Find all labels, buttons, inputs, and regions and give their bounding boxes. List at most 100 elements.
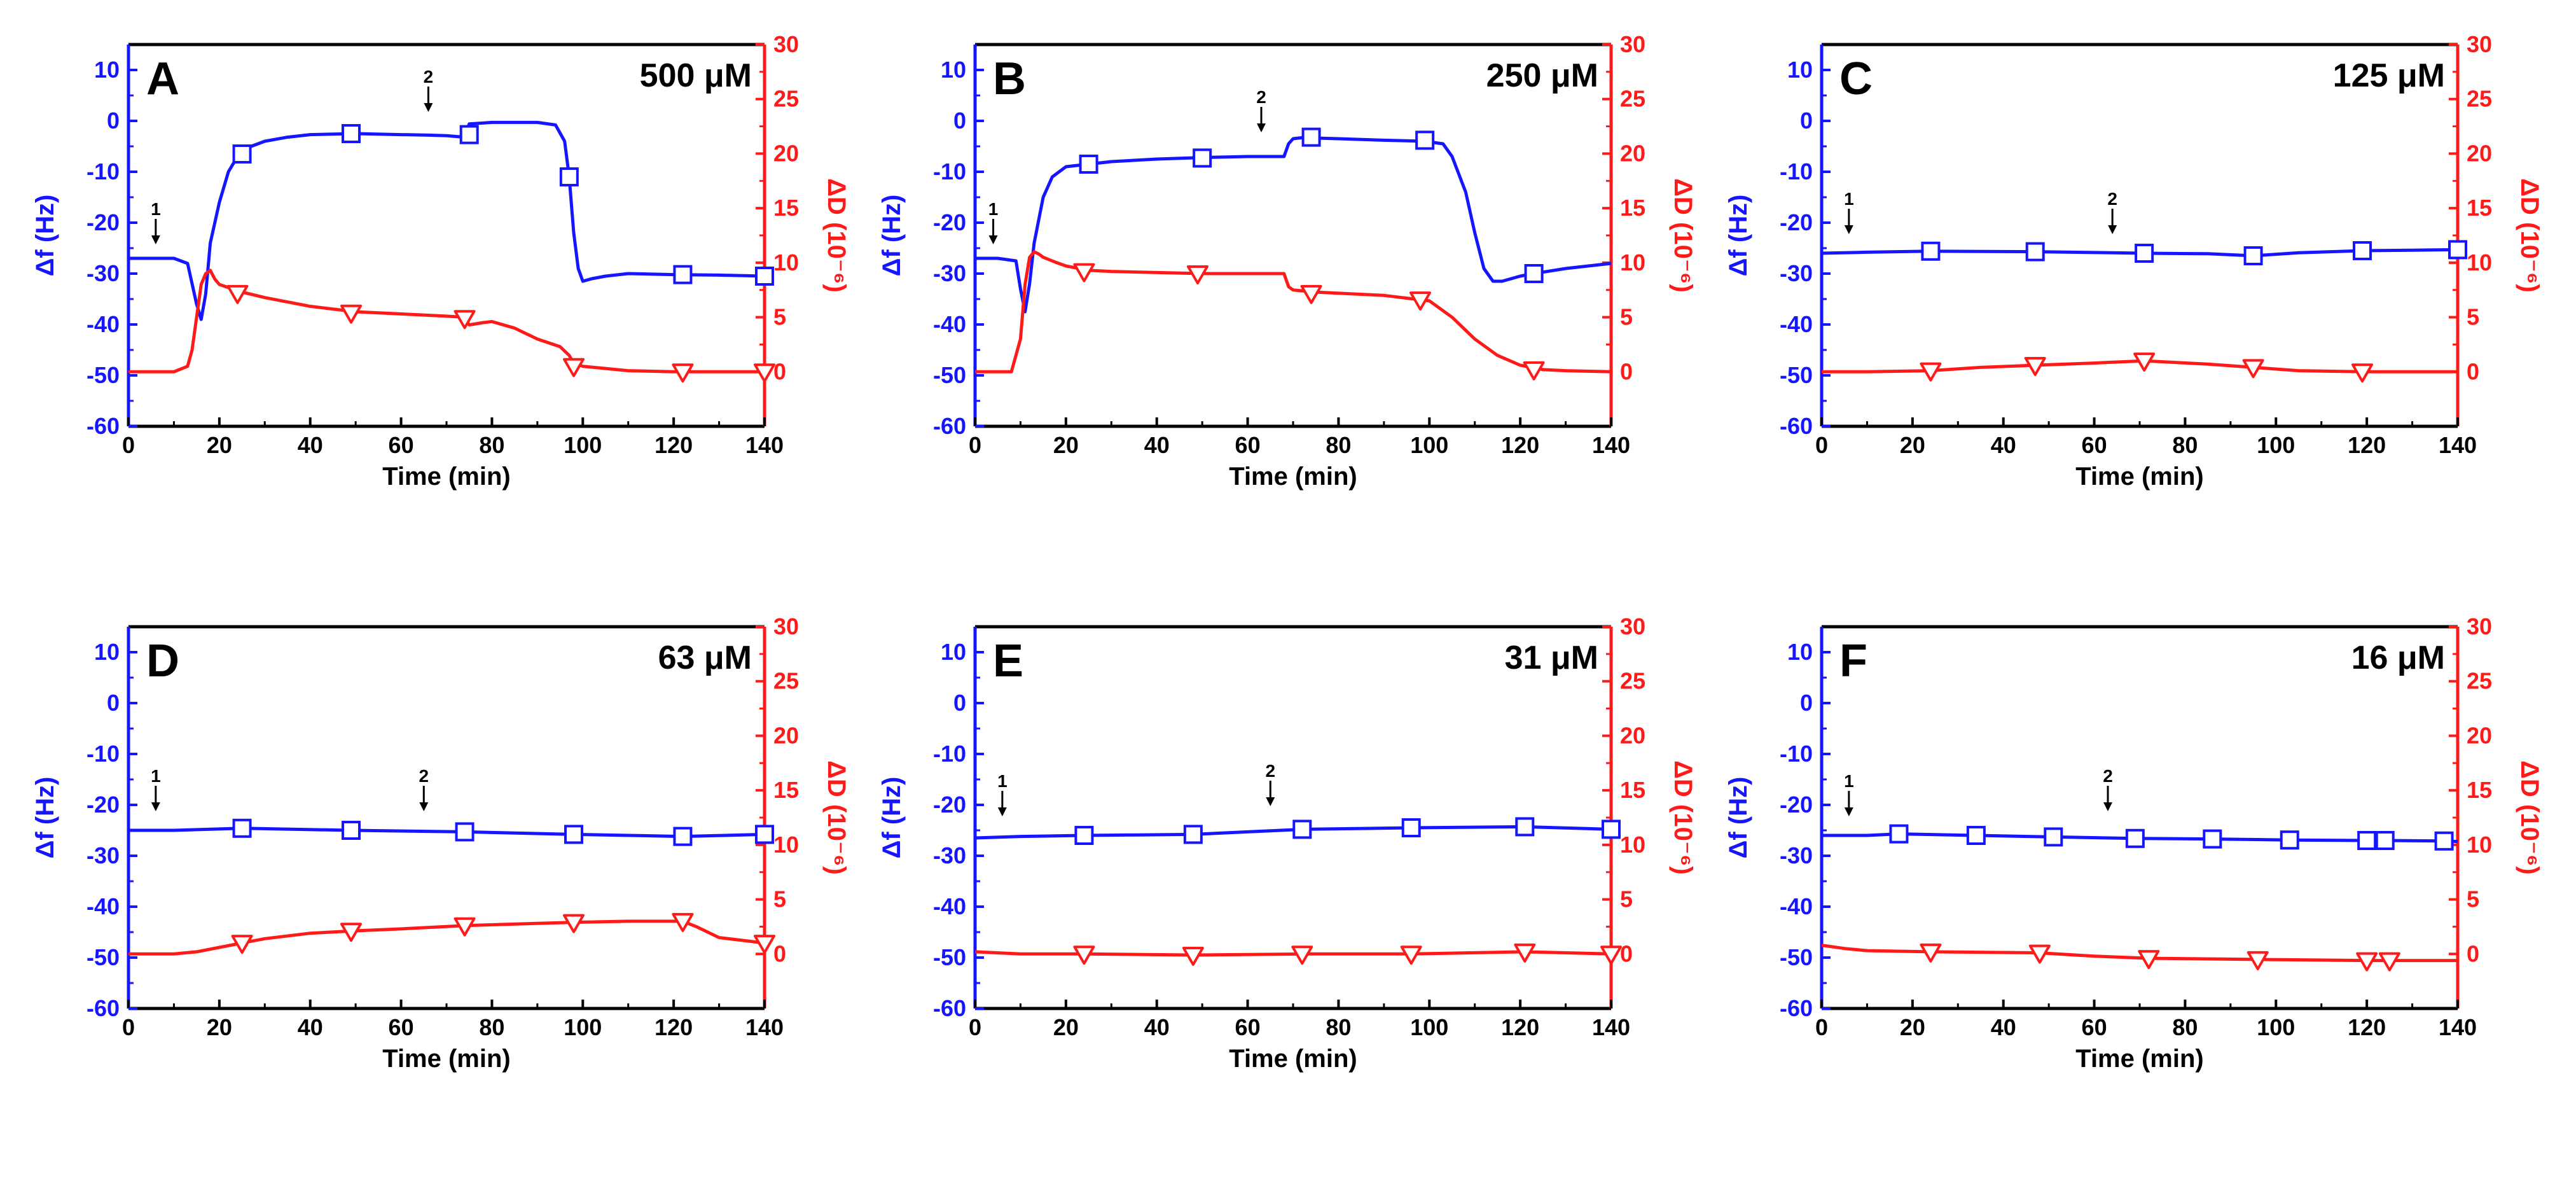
- frequency-marker: [232, 818, 252, 838]
- x-tick-label: 60: [2082, 432, 2107, 458]
- right-axis-title: ΔD (10⁻⁶): [1669, 178, 1697, 292]
- dissipation-marker: [340, 304, 362, 324]
- injection-arrow-head: [1844, 225, 1853, 234]
- x-tick-label: 20: [207, 432, 232, 458]
- injection-arrow-head: [151, 802, 160, 811]
- dissipation-marker: [2378, 952, 2400, 972]
- left-y-tick-label: -40: [87, 311, 120, 337]
- dissipation-marker: [2247, 951, 2269, 970]
- right-axis-title: ΔD (10⁻⁶): [822, 178, 850, 292]
- left-axis-title: Δf (Hz): [878, 777, 906, 859]
- x-tick-label: 60: [2082, 1014, 2107, 1040]
- dissipation-marker: [2133, 352, 2156, 372]
- dissipation-marker: [563, 358, 585, 377]
- left-y-tick-label: 0: [107, 690, 120, 716]
- dissipation-marker: [1514, 943, 1536, 963]
- left-y-tick-label: 10: [1787, 57, 1813, 83]
- frequency-marker: [342, 821, 361, 840]
- dissipation-marker: [340, 923, 362, 942]
- left-y-tick-label: -10: [1780, 741, 1813, 767]
- right-y-tick-label: 30: [1620, 613, 1645, 639]
- left-y-tick-label: 10: [94, 639, 120, 665]
- right-y-tick-label: 10: [2467, 832, 2492, 858]
- x-tick-label: 0: [969, 432, 981, 458]
- injection-arrow-head: [2108, 225, 2117, 234]
- frequency-marker: [1602, 820, 1621, 839]
- x-tick-label: 60: [1235, 432, 1261, 458]
- x-tick-label: 40: [1991, 1014, 2016, 1040]
- right-y-tick-label: 30: [2467, 613, 2492, 639]
- left-y-tick-label: -50: [87, 944, 120, 970]
- dissipation-marker: [754, 935, 775, 954]
- dissipation-marker: [1291, 945, 1313, 965]
- injection-arrow-label: 1: [997, 771, 1008, 791]
- x-tick-label: 0: [1815, 432, 1828, 458]
- left-y-tick-label: -50: [87, 362, 120, 388]
- right-y-tick-label: 10: [2467, 249, 2492, 276]
- left-y-tick-label: -40: [933, 311, 966, 337]
- x-tick-label: 80: [479, 432, 504, 458]
- left-y-tick-label: -10: [87, 158, 120, 185]
- dissipation-series-line: [975, 250, 1612, 373]
- right-y-tick-label: 25: [2467, 668, 2492, 694]
- injection-arrow-label: 1: [151, 199, 161, 219]
- dissipation-marker: [231, 935, 253, 954]
- right-y-tick-label: 15: [2467, 777, 2492, 803]
- left-y-tick-label: -60: [87, 995, 120, 1021]
- dissipation-marker: [454, 310, 476, 330]
- injection-arrow-label: 2: [2107, 189, 2117, 209]
- left-y-tick-label: -30: [1780, 260, 1813, 286]
- left-axis-title: Δf (Hz): [1724, 195, 1752, 277]
- frequency-marker: [2125, 828, 2145, 848]
- x-tick-label: 100: [2257, 432, 2295, 458]
- left-y-tick-label: -30: [87, 260, 120, 286]
- left-y-tick-label: -20: [1780, 792, 1813, 818]
- concentration-label: 125 μM: [2333, 57, 2445, 94]
- left-y-tick-label: -50: [933, 362, 966, 388]
- right-y-tick-label: 0: [2467, 940, 2479, 966]
- frequency-marker: [459, 125, 479, 144]
- injection-arrow-head: [419, 802, 429, 811]
- right-y-tick-label: 10: [773, 249, 799, 276]
- x-axis-title: Time (min): [382, 1045, 511, 1073]
- dissipation-marker: [1920, 362, 1942, 382]
- right-y-tick-label: 20: [2467, 722, 2492, 748]
- panel-letter: B: [993, 53, 1026, 104]
- right-y-tick-label: 15: [1620, 195, 1645, 221]
- left-y-tick-label: 0: [953, 690, 966, 716]
- frequency-marker: [1921, 241, 1941, 261]
- right-y-tick-label: 10: [1620, 249, 1645, 276]
- injection-arrow-label: 2: [424, 67, 434, 87]
- right-y-tick-label: 5: [2467, 886, 2479, 912]
- left-y-tick-label: -50: [933, 944, 966, 970]
- right-y-tick-label: 0: [1620, 940, 1633, 966]
- left-y-tick-label: -20: [1780, 209, 1813, 235]
- right-y-tick-label: 15: [773, 777, 799, 803]
- x-tick-label: 20: [1053, 1014, 1079, 1040]
- x-tick-label: 60: [389, 432, 414, 458]
- right-axis-title: ΔD (10⁻⁶): [822, 760, 850, 874]
- frequency-marker: [2357, 831, 2377, 850]
- frequency-marker: [2375, 831, 2395, 850]
- x-tick-label: 0: [1815, 1014, 1828, 1040]
- frequency-series-line: [975, 136, 1612, 314]
- x-tick-label: 140: [2439, 1014, 2477, 1040]
- frequency-marker: [1079, 155, 1098, 174]
- right-y-tick-label: 30: [773, 31, 799, 57]
- x-tick-label: 40: [1991, 432, 2016, 458]
- right-y-tick-label: 0: [773, 940, 786, 966]
- right-y-tick-label: 5: [1620, 304, 1633, 330]
- left-y-tick-label: 10: [941, 57, 966, 83]
- right-y-tick-label: 15: [773, 195, 799, 221]
- x-tick-label: 120: [1501, 1014, 1539, 1040]
- right-y-tick-label: 10: [773, 832, 799, 858]
- right-axis-title: ΔD (10⁻⁶): [2516, 760, 2544, 874]
- x-tick-label: 80: [1326, 432, 1351, 458]
- dissipation-marker: [2024, 357, 2046, 376]
- concentration-label: 250 μM: [1486, 57, 1598, 94]
- left-y-tick-label: -10: [87, 741, 120, 767]
